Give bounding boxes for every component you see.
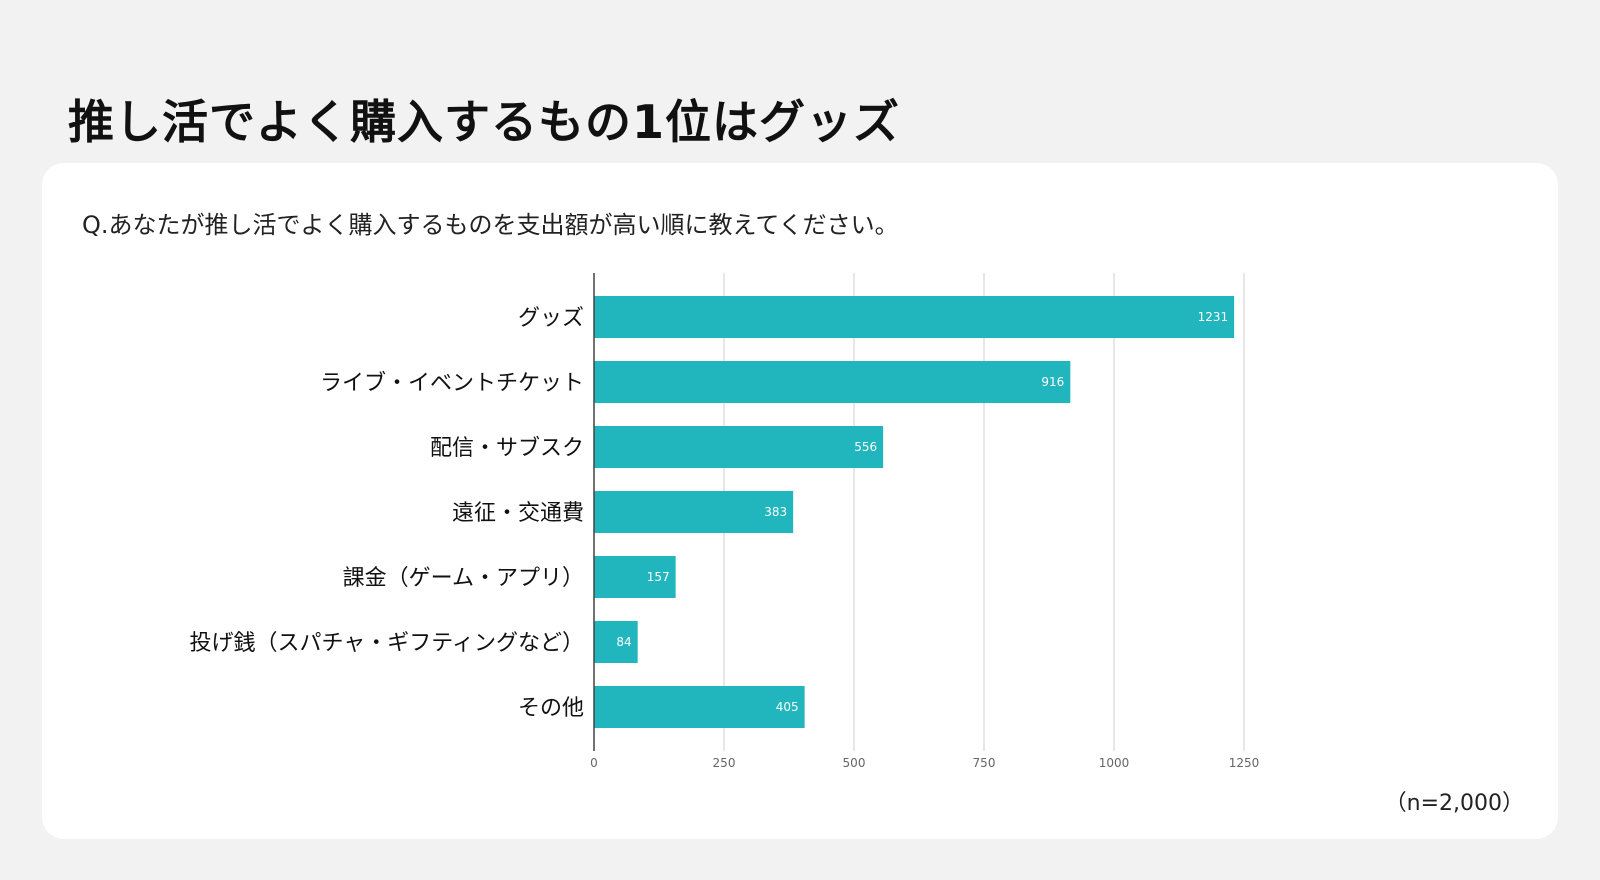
bar-6 — [594, 621, 638, 663]
bar-5 — [594, 556, 676, 598]
category-label-5: 課金（ゲーム・アプリ） — [343, 566, 584, 591]
x-tick-label-1000: 1000 — [1099, 756, 1130, 770]
bar-2 — [594, 361, 1071, 403]
category-label-4: 遠征・交通費 — [452, 501, 584, 526]
sample-size-note: （n=2,000） — [1384, 791, 1524, 816]
x-tick-label-0: 0 — [590, 756, 598, 770]
x-tick-label-1250: 1250 — [1229, 756, 1260, 770]
category-label-7: その他 — [518, 696, 584, 721]
category-label-6: 投げ銭（スパチャ・ギフティングなど） — [190, 631, 584, 656]
bar-value-label-5: 157 — [647, 570, 670, 584]
bar-value-label-2: 916 — [1041, 375, 1064, 389]
bar-chart: 0 250 500 750 1000 1250 1231 グッズ 916 ライブ・イベントチケット… — [190, 273, 1260, 770]
category-label-3: 配信・サブスク — [430, 436, 584, 461]
bar-4 — [594, 491, 794, 533]
x-tick-label-250: 250 — [713, 756, 736, 770]
x-tick-label-500: 500 — [843, 756, 866, 770]
x-tick-label-750: 750 — [973, 756, 996, 770]
survey-question: Q.あなたが推し活でよく購入するものを支出額が高い順に教えてください。 — [82, 211, 899, 239]
bar-value-label-3: 556 — [854, 440, 877, 454]
bar-1 — [594, 296, 1235, 338]
category-label-2: ライブ・イベントチケット — [320, 371, 584, 396]
bar-value-label-7: 405 — [776, 700, 799, 714]
category-label-1: グッズ — [518, 306, 584, 331]
chart-card: 0 250 500 750 1000 1250 1231 グッズ 916 ライブ・イベントチケット… — [42, 163, 1558, 839]
bar-value-label-6: 84 — [616, 635, 631, 649]
bar-7 — [594, 686, 805, 728]
bar-3 — [594, 426, 884, 468]
bar-value-label-4: 383 — [764, 505, 787, 519]
headline: 推し活でよく購入するもの1位はグッズ — [68, 95, 901, 149]
bar-value-label-1: 1231 — [1198, 310, 1229, 324]
